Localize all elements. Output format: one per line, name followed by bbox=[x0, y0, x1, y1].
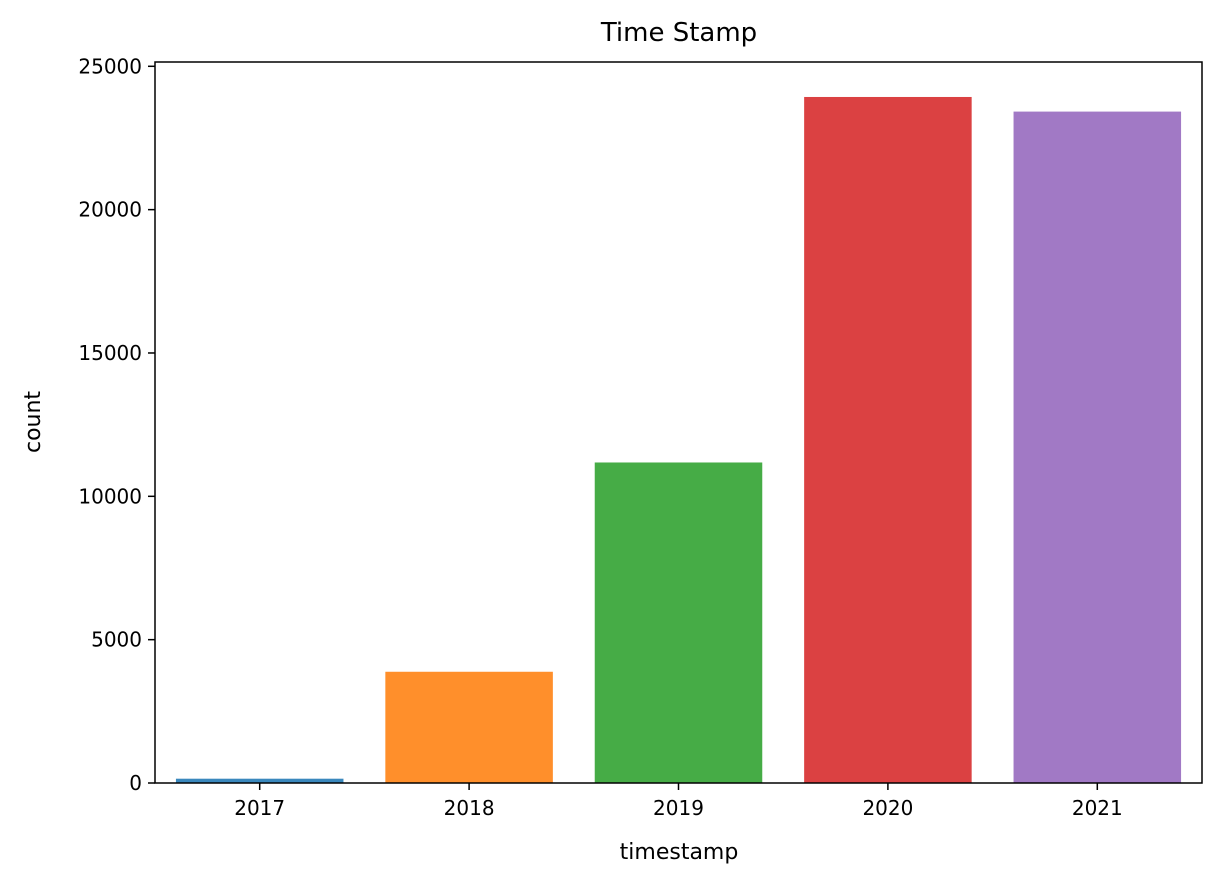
x-tick-label: 2019 bbox=[653, 796, 704, 820]
x-axis: 2017 2018 2019 2020 2021 bbox=[234, 783, 1123, 820]
x-tick-label: 2021 bbox=[1072, 796, 1123, 820]
y-axis-label: count bbox=[21, 391, 46, 453]
bar-2021 bbox=[1013, 111, 1182, 783]
plot-frame bbox=[154, 61, 1203, 784]
y-tick-label: 25000 bbox=[78, 54, 142, 78]
y-tick-label: 20000 bbox=[78, 198, 142, 222]
x-tick-label: 2018 bbox=[444, 796, 495, 820]
x-axis-label: timestamp bbox=[620, 840, 739, 865]
y-axis: 0 5000 10000 15000 20000 25000 bbox=[78, 54, 155, 795]
y-tick-label: 5000 bbox=[91, 628, 142, 652]
y-tick-label: 15000 bbox=[78, 341, 142, 365]
bar-2019 bbox=[594, 462, 763, 783]
x-tick-label: 2020 bbox=[862, 796, 913, 820]
bar-2017 bbox=[175, 778, 344, 783]
bars-group bbox=[175, 96, 1182, 783]
x-tick-label: 2017 bbox=[234, 796, 285, 820]
bar-2020 bbox=[804, 96, 972, 783]
y-tick-label: 10000 bbox=[78, 484, 142, 508]
bar-2018 bbox=[385, 671, 553, 783]
chart-title: Time Stamp bbox=[600, 18, 757, 48]
y-tick-label: 0 bbox=[129, 771, 142, 795]
